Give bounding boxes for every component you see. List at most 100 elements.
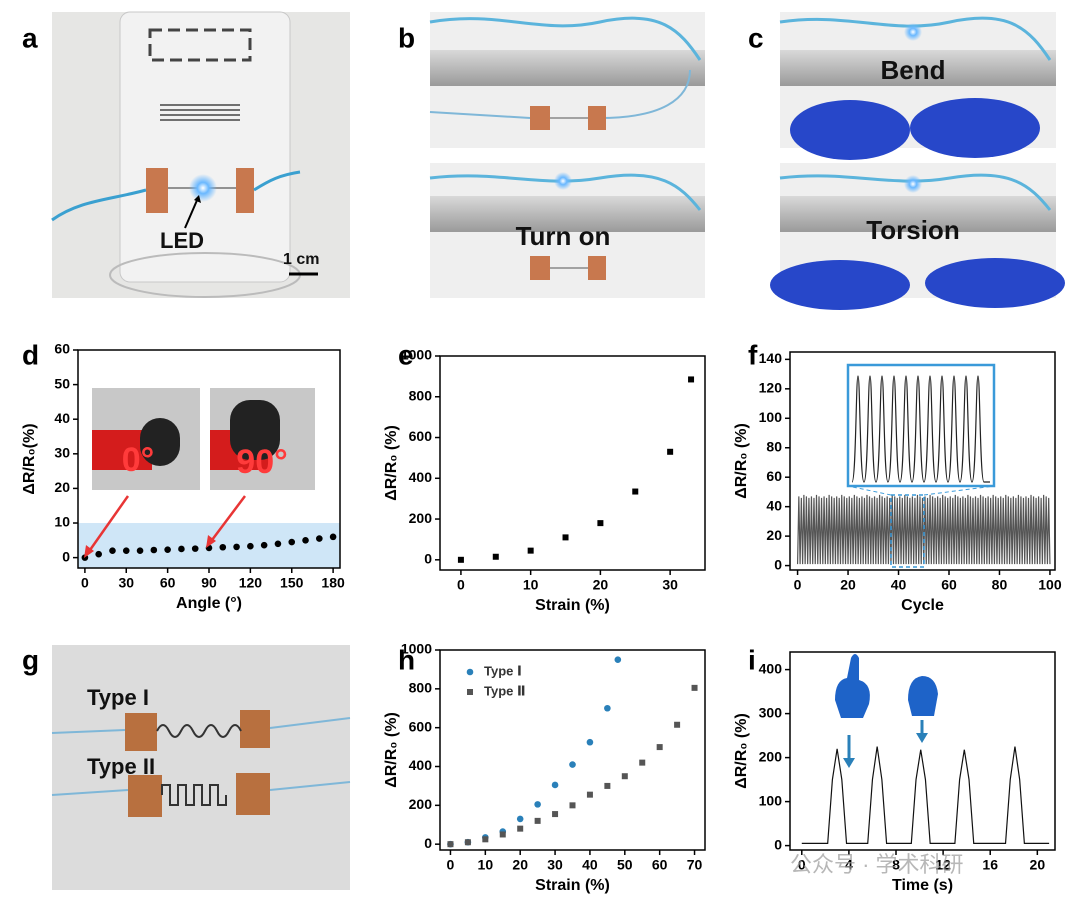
data-point [316, 535, 323, 542]
data-point [482, 836, 489, 843]
data-point [691, 684, 698, 691]
panel-label: i [748, 644, 756, 675]
inset-photos: 0° 90° [84, 388, 315, 558]
x-tick-label: 20 [593, 577, 609, 593]
y-tick-label: 100 [759, 792, 783, 808]
y-tick-label: 80 [766, 438, 782, 454]
data-line [801, 746, 1050, 844]
panel-label: e [398, 339, 414, 370]
gesture-icons [835, 654, 938, 768]
y-tick-label: 1000 [401, 347, 432, 363]
photo-text: LED [160, 228, 204, 253]
panel-label: d [22, 339, 39, 370]
y-tick-label: 800 [409, 680, 433, 696]
data-point [586, 791, 593, 798]
y-tick-label: 1000 [401, 641, 432, 657]
photo-b: Turn on [429, 12, 705, 298]
data-point [178, 545, 185, 553]
y-tick-label: 30 [54, 445, 70, 461]
y-tick-label: 0 [424, 835, 432, 851]
x-axis-label: Strain (%) [535, 597, 610, 614]
data-point [527, 547, 534, 554]
legend-label: Type Ⅰ [484, 663, 522, 678]
plot-frame [439, 649, 706, 851]
legend-label: Type Ⅱ [484, 683, 526, 698]
data-point [534, 801, 541, 808]
panel-label: b [398, 22, 415, 53]
data-point [597, 520, 604, 527]
inset-zoom [846, 363, 996, 568]
x-axis-label: Strain (%) [535, 877, 610, 894]
watermark: 公众号 · 学术科研 [790, 852, 964, 877]
y-tick-label: 0 [774, 836, 782, 852]
data-point [552, 811, 559, 818]
y-tick-label: 200 [409, 796, 433, 812]
panel-label: g [22, 644, 39, 675]
data-point [569, 761, 576, 768]
photo-c: Bend Torsion [770, 12, 1065, 310]
x-tick-label: 30 [662, 577, 678, 593]
x-tick-label: 60 [652, 857, 668, 873]
y-tick-label: 50 [54, 375, 70, 391]
x-tick-label: 70 [687, 857, 703, 873]
y-axis-label: ΔR/R₀ (%) [383, 425, 400, 501]
x-tick-label: 30 [547, 857, 563, 873]
x-tick-label: 60 [941, 577, 957, 593]
data-point [562, 534, 569, 541]
x-tick-label: 16 [982, 857, 998, 873]
data-point [447, 841, 454, 848]
data-point [191, 545, 199, 552]
y-tick-label: 20 [766, 527, 782, 543]
x-tick-label: 10 [478, 857, 494, 873]
data-point [150, 546, 158, 554]
data-point [551, 781, 559, 789]
data-point [274, 540, 282, 548]
panel-label: f [748, 339, 758, 370]
x-tick-label: 40 [891, 577, 907, 593]
data-point [517, 825, 524, 832]
x-tick-label: 0 [457, 577, 465, 593]
x-tick-label: 12 [935, 857, 951, 873]
x-tick-label: 60 [160, 575, 176, 591]
x-tick-label: 120 [239, 575, 263, 591]
x-tick-label: 20 [1030, 857, 1046, 873]
x-tick-label: 40 [582, 857, 598, 873]
x-tick-label: 90 [201, 575, 217, 591]
photo-text: 0° [122, 441, 155, 479]
y-axis-label: ΔR/R₀ (%) [383, 712, 400, 788]
x-tick-label: 0 [81, 575, 89, 591]
legend-marker [467, 689, 473, 695]
data-point [288, 538, 296, 546]
y-tick-label: 40 [766, 497, 782, 513]
y-tick-label: 0 [424, 551, 432, 567]
y-tick-label: 0 [774, 556, 782, 572]
data-point [233, 543, 240, 551]
y-tick-label: 0 [62, 548, 70, 564]
y-tick-label: 400 [409, 757, 433, 773]
data-point [329, 533, 337, 541]
x-tick-label: 150 [280, 575, 304, 591]
x-tick-label: 0 [798, 857, 806, 873]
x-tick-label: 8 [892, 857, 900, 873]
y-axis-label: ΔR/R₀(%) [21, 423, 38, 494]
panel-label: h [398, 644, 415, 675]
x-tick-label: 0 [447, 857, 455, 873]
data-point [95, 550, 102, 558]
y-tick-label: 40 [54, 410, 70, 426]
photo-text: Type I [87, 685, 149, 710]
data-point [260, 541, 268, 549]
photo-text: Type II [87, 754, 155, 779]
plot-frame [789, 651, 1056, 851]
y-tick-label: 300 [759, 704, 783, 720]
y-tick-label: 800 [409, 387, 433, 403]
x-tick-label: 30 [118, 575, 134, 591]
y-tick-label: 60 [54, 341, 70, 357]
x-tick-label: 4 [845, 857, 853, 873]
data-point [688, 376, 695, 383]
photo-g: Type I Type II [51, 645, 351, 890]
data-point [457, 556, 464, 563]
photo-text: 1 cm [283, 251, 319, 268]
data-point [122, 547, 130, 554]
photo-a: LED 1 cm [51, 11, 350, 298]
